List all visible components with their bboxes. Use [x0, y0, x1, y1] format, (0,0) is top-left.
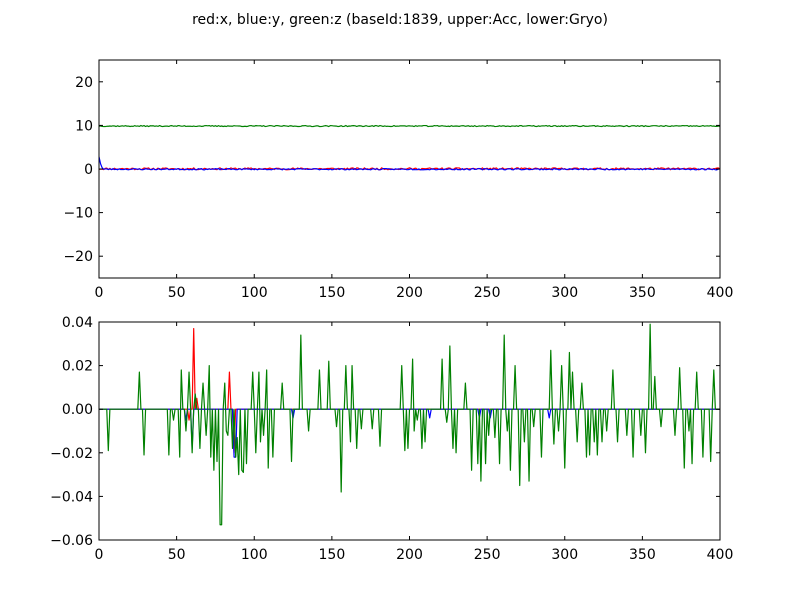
lower-plot-area [99, 323, 720, 526]
lower-y-tick-label: −0.04 [50, 489, 93, 505]
upper-y-tick-label: 0 [84, 162, 93, 178]
lower-y-tick-label: 0.02 [62, 359, 93, 375]
upper-x-tick-label: 200 [396, 285, 423, 301]
lower-x-tick-label: 350 [629, 547, 656, 563]
upper-axes: 0 50 100 150 200 250 300 350 400 −20 −10 0 10 20 [63, 59, 734, 301]
upper-z-series-line [99, 124, 720, 128]
lower-x-tick-label: 400 [707, 547, 734, 563]
lower-axes: 0 50 100 150 200 250 300 350 400 −0.06 −0.04 −0.02 0… [50, 315, 733, 563]
upper-y-tick-label: 10 [75, 118, 93, 134]
upper-x-tick-label: 0 [95, 285, 104, 301]
lower-y-tick-label: 0.04 [62, 315, 93, 331]
lower-x-tick-label: 50 [168, 547, 186, 563]
lower-z-series-line [99, 323, 720, 526]
upper-x-tick-label: 250 [474, 285, 501, 301]
upper-y-series-line [99, 156, 720, 171]
upper-x-tick-label: 50 [168, 285, 186, 301]
lower-y-tick-label: −0.06 [50, 533, 93, 549]
upper-x-tick-label: 400 [707, 285, 734, 301]
upper-y-tick-label: −20 [63, 249, 93, 265]
upper-x-tick-label: 350 [629, 285, 656, 301]
lower-x-tick-label: 200 [396, 547, 423, 563]
upper-x-tick-label: 100 [241, 285, 268, 301]
lower-x-tick-label: 0 [95, 547, 104, 563]
lower-x-tick-label: 250 [474, 547, 501, 563]
lower-x-tick-label: 150 [319, 547, 346, 563]
figure-suptitle: red:x, blue:y, green:z (baseId:1839, upp… [192, 12, 608, 28]
upper-y-tick-label: 20 [75, 75, 93, 91]
lower-y-tick-label: 0.00 [62, 402, 93, 418]
upper-y-tick-label: −10 [63, 206, 93, 222]
upper-plot-area [99, 124, 720, 171]
upper-x-tick-label: 300 [551, 285, 578, 301]
upper-x-tick-label: 150 [319, 285, 346, 301]
lower-x-tick-label: 300 [551, 547, 578, 563]
lower-y-tick-label: −0.02 [50, 446, 93, 462]
lower-x-tick-label: 100 [241, 547, 268, 563]
